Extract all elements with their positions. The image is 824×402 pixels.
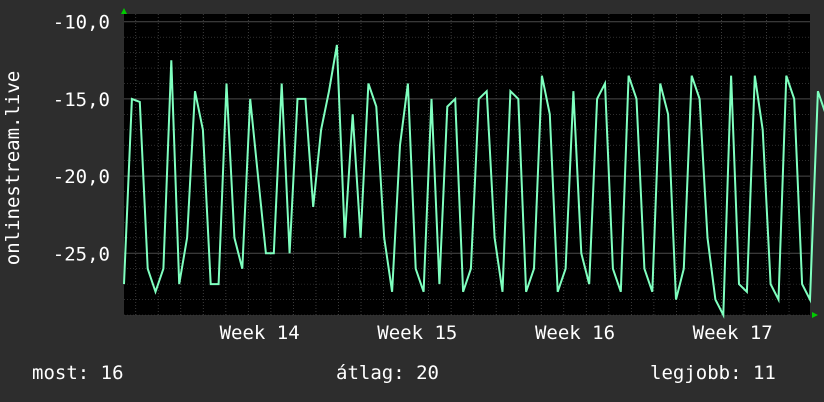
best-value: legjobb: 11 [650,362,776,384]
y-tick-label: -20,0 [53,166,110,188]
y-axis-arrow [121,8,127,14]
y-axis-label: onlinestream.live [2,71,24,265]
x-axis-arrow [812,312,818,318]
y-axis: -10,0 -15,0 -20,0 -25,0 [53,12,110,266]
x-tick-label: Week 16 [535,322,615,344]
average-value: átlag: 20 [336,362,439,384]
x-tick-label: Week 14 [220,322,300,344]
plot-area [124,14,810,315]
series-line [123,44,824,319]
current-value: most: 16 [32,362,124,384]
y-tick-label: -10,0 [53,12,110,34]
x-axis: Week 14 Week 15 Week 16 Week 17 [220,322,773,344]
y-tick-label: -15,0 [53,89,110,111]
y-tick-label: -25,0 [53,243,110,265]
x-tick-label: Week 15 [377,322,457,344]
x-tick-label: Week 17 [693,322,773,344]
